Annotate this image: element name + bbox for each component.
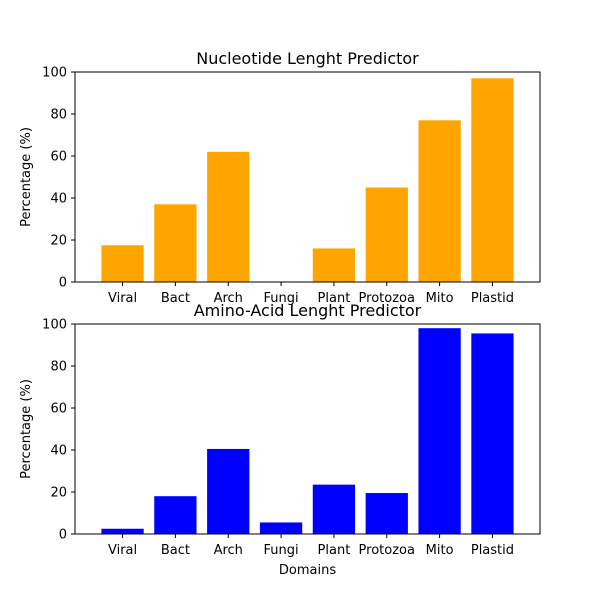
y-axis-label: Percentage (%)	[19, 127, 34, 227]
x-tick-label: Mito	[426, 291, 454, 306]
x-tick-label: Plant	[318, 543, 351, 558]
x-tick-label: Protozoa	[359, 543, 415, 558]
y-tick-label: 80	[50, 108, 67, 123]
y-axis-label: Percentage (%)	[19, 379, 34, 479]
bar-arch	[207, 448, 250, 534]
bar-viral	[101, 245, 144, 282]
x-axis-label: Domains	[279, 563, 336, 578]
x-tick-label: Arch	[214, 291, 243, 306]
y-tick-label: 80	[50, 360, 67, 375]
x-tick-label: Fungi	[264, 291, 299, 306]
x-tick-label: Bact	[161, 543, 190, 558]
x-tick-label: Mito	[426, 543, 454, 558]
x-tick-label: Protozoa	[359, 291, 415, 306]
y-axis-ticks: 0 20 40 60 80 100	[42, 66, 75, 291]
x-tick-label: Fungi	[264, 543, 299, 558]
bar-mito	[418, 328, 461, 534]
bar-protozoa	[365, 187, 408, 282]
bar-bact	[154, 496, 197, 534]
y-tick-label: 60	[50, 402, 67, 417]
bars	[101, 78, 514, 282]
y-tick-label: 20	[50, 486, 67, 501]
chart-title: Amino-Acid Lenght Predictor	[194, 301, 422, 320]
plot-frame	[74, 323, 541, 535]
y-tick-label: 40	[50, 192, 67, 207]
y-tick-label: 0	[59, 528, 67, 543]
bar-plant	[312, 484, 356, 534]
bars	[101, 328, 514, 534]
amino-acid-chart: 0 20 40 60 80 100 Viral Bact Arch Fungi Plant Prot…	[19, 301, 541, 578]
bar-protozoa	[365, 493, 408, 534]
plot-frame	[74, 71, 541, 283]
y-tick-label: 40	[50, 444, 67, 459]
bar-mito	[418, 120, 461, 282]
x-tick-label: Arch	[214, 543, 243, 558]
y-tick-label: 0	[59, 276, 67, 291]
x-axis-ticks: Viral Bact Arch Fungi Plant Protozoa Mito Plast…	[108, 282, 514, 306]
x-tick-label: Bact	[161, 291, 190, 306]
y-tick-label: 100	[42, 318, 67, 333]
bar-plant	[312, 248, 356, 282]
y-tick-label: 100	[42, 66, 67, 81]
x-tick-label: Viral	[108, 291, 137, 306]
bar-viral	[101, 528, 144, 534]
y-tick-label: 20	[50, 234, 67, 249]
x-axis-ticks: Viral Bact Arch Fungi Plant Protozoa Mito Plast…	[108, 534, 514, 558]
nucleotide-chart: Nucleotide Lenght Predictor Percentage (…	[19, 49, 541, 306]
y-tick-label: 60	[50, 150, 67, 165]
bar-fungi	[259, 522, 303, 534]
x-tick-label: Plastid	[471, 291, 514, 306]
x-tick-label: Plastid	[471, 543, 514, 558]
bar-arch	[207, 151, 250, 282]
bar-plastid	[471, 78, 514, 282]
y-axis-ticks: 0 20 40 60 80 100	[42, 318, 75, 543]
chart-title: Nucleotide Lenght Predictor	[196, 49, 419, 68]
bar-bact	[154, 204, 197, 282]
bar-plastid	[471, 333, 514, 534]
x-tick-label: Plant	[318, 291, 351, 306]
x-tick-label: Viral	[108, 543, 137, 558]
